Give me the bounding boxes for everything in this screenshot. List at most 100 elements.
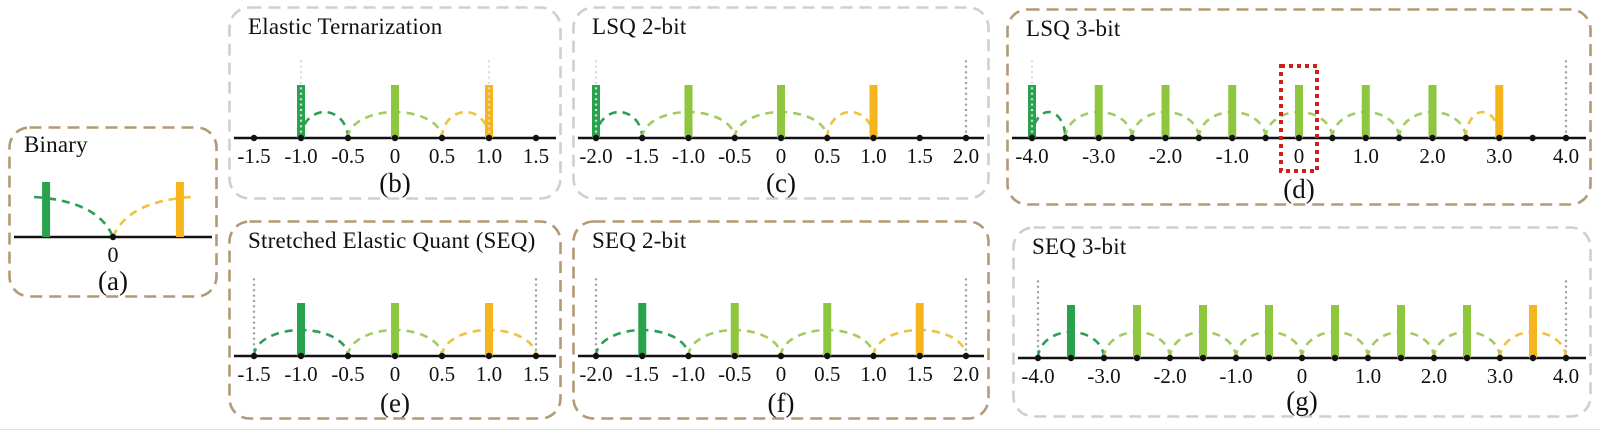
tick-label: 0.5: [814, 144, 840, 168]
panel-caption: (c): [766, 168, 796, 198]
tick-dot: [109, 233, 117, 241]
number-line-plot-lsq-2bit: -2.0 -1.5 -1.0 -0.5 0 0.5 1.0 1.5 2.0: [578, 58, 984, 168]
tick-label: 1.5: [907, 362, 933, 386]
tick-dot: [1462, 134, 1470, 142]
panel-title: SEQ 3-bit: [1032, 234, 1127, 259]
panel-border-rect: [572, 6, 990, 200]
tick-dot: [297, 134, 305, 142]
quant-level-bar: [297, 303, 305, 356]
tick-label: 1.0: [860, 362, 886, 386]
tick-label: 0: [390, 362, 401, 386]
tick-dot: [1295, 134, 1303, 142]
tick-dot: [1229, 134, 1236, 142]
tick-label: 2.0: [1421, 364, 1447, 388]
panel-title: SEQ 2-bit: [592, 228, 687, 253]
tick-label: -0.5: [718, 144, 751, 168]
tick-label: 0: [1297, 364, 1308, 388]
tick-dot: [391, 134, 399, 142]
tick-label: 1.0: [476, 144, 502, 168]
panel-caption: (g): [1286, 386, 1318, 416]
quant-level-bar: [1133, 305, 1141, 358]
tick-label: -1.0: [284, 144, 317, 168]
quant-level-bar: [869, 85, 878, 138]
quant-level-bar: [638, 303, 647, 356]
tick-dot: [824, 352, 831, 360]
tick-dot: [639, 352, 646, 360]
tick-dot: [1298, 354, 1306, 362]
quant-level-bar: [42, 182, 51, 237]
panel-lsq-3bit: LSQ 3-bit -4.0 -3.0 -2.0 -1.0 0 1.0 2.0 3.0 4.0 …: [1006, 8, 1592, 206]
quant-level-bar: [175, 182, 184, 237]
tick-dot: [731, 352, 738, 360]
tick-dot: [685, 134, 692, 142]
tick-label: -1.5: [237, 362, 270, 386]
tick-label: -1.5: [626, 362, 659, 386]
panel-title: LSQ 3-bit: [1026, 16, 1121, 41]
quant-level-bar: [1265, 305, 1273, 358]
tick-label: -2.0: [579, 144, 612, 168]
number-line-plot-seq-2bit: -2.0 -1.5 -1.0 -0.5 0 0.5 1.0 1.5 2.0: [578, 276, 984, 386]
tick-dot: [1364, 354, 1372, 362]
quant-level-bar: [730, 303, 739, 356]
quant-level-bar: [1199, 305, 1207, 358]
number-line-plot-binary: 0: [14, 182, 212, 267]
quant-level-bar: [391, 303, 399, 356]
tick-dot: [1395, 134, 1403, 142]
quant-level-bar: [592, 85, 600, 138]
tick-label: 0: [776, 362, 787, 386]
tick-label: 0: [108, 242, 119, 267]
panel-border-rect: [228, 6, 562, 200]
tick-dot: [1034, 354, 1042, 362]
transition-arc: [594, 110, 644, 139]
quant-level-bar: [1397, 305, 1405, 358]
tick-label: 1.5: [523, 362, 549, 386]
quant-level-bar: [1028, 85, 1036, 138]
tick-dot: [685, 352, 692, 360]
tick-label: -1.0: [1216, 144, 1249, 168]
panel-border-rect: [228, 220, 562, 420]
quant-level-bar: [1428, 85, 1437, 138]
panel-border-rect: [8, 126, 218, 298]
tick-label: 0: [1294, 144, 1305, 168]
tick-label: -2.0: [1149, 144, 1182, 168]
tick-dot: [532, 134, 540, 142]
tick-dot: [1095, 134, 1102, 142]
quant-level-bar: [1094, 85, 1103, 138]
quant-level-bar: [684, 85, 693, 138]
panel-caption: (b): [379, 168, 411, 198]
tick-dot: [1331, 354, 1339, 362]
tick-dot: [250, 352, 258, 360]
tick-label: -1.5: [626, 144, 659, 168]
tick-label: 2.0: [953, 144, 979, 168]
tick-dot: [297, 352, 305, 360]
quant-level-bar: [1495, 85, 1504, 138]
panel-border: [572, 220, 990, 420]
tick-dot: [438, 352, 446, 360]
panel-border: [228, 6, 562, 200]
panel-border-rect: [572, 220, 990, 420]
panel-binary: Binary 0 (a): [8, 126, 218, 298]
quant-level-bar: [915, 303, 924, 356]
tick-label: -0.5: [331, 362, 364, 386]
tick-label: -3.0: [1087, 364, 1120, 388]
tick-label: -2.0: [579, 362, 612, 386]
tick-label: -0.5: [718, 362, 751, 386]
panel-caption: (f): [767, 388, 795, 418]
tick-dot: [1067, 354, 1075, 362]
tick-label: 0.5: [429, 362, 455, 386]
number-line-plot-seq-3bit: -4.0 -3.0 -2.0 -1.0 0 1.0 2.0 3.0 4.0: [1018, 278, 1586, 388]
tick-label: 2.0: [953, 362, 979, 386]
tick-label: 0.5: [814, 362, 840, 386]
quant-level-bar: [1228, 85, 1237, 138]
tick-label: 1.0: [1355, 364, 1381, 388]
tick-label: 0.5: [429, 144, 455, 168]
tick-dot: [1362, 134, 1369, 142]
panel-elastic-ternarization: Elastic Ternarization -1.5 -1.0 -0.5 0 0.5 1.…: [228, 6, 562, 200]
quant-level-bar: [1295, 85, 1303, 138]
panel-title: Binary: [24, 132, 88, 157]
panel-stretched-elastic-quant: Stretched Elastic Quant (SEQ) -1.5 -1.0 -0…: [228, 220, 562, 420]
tick-dot: [870, 352, 877, 360]
tick-dot: [1562, 354, 1570, 362]
tick-dot: [1128, 134, 1136, 142]
tick-dot: [777, 352, 785, 360]
